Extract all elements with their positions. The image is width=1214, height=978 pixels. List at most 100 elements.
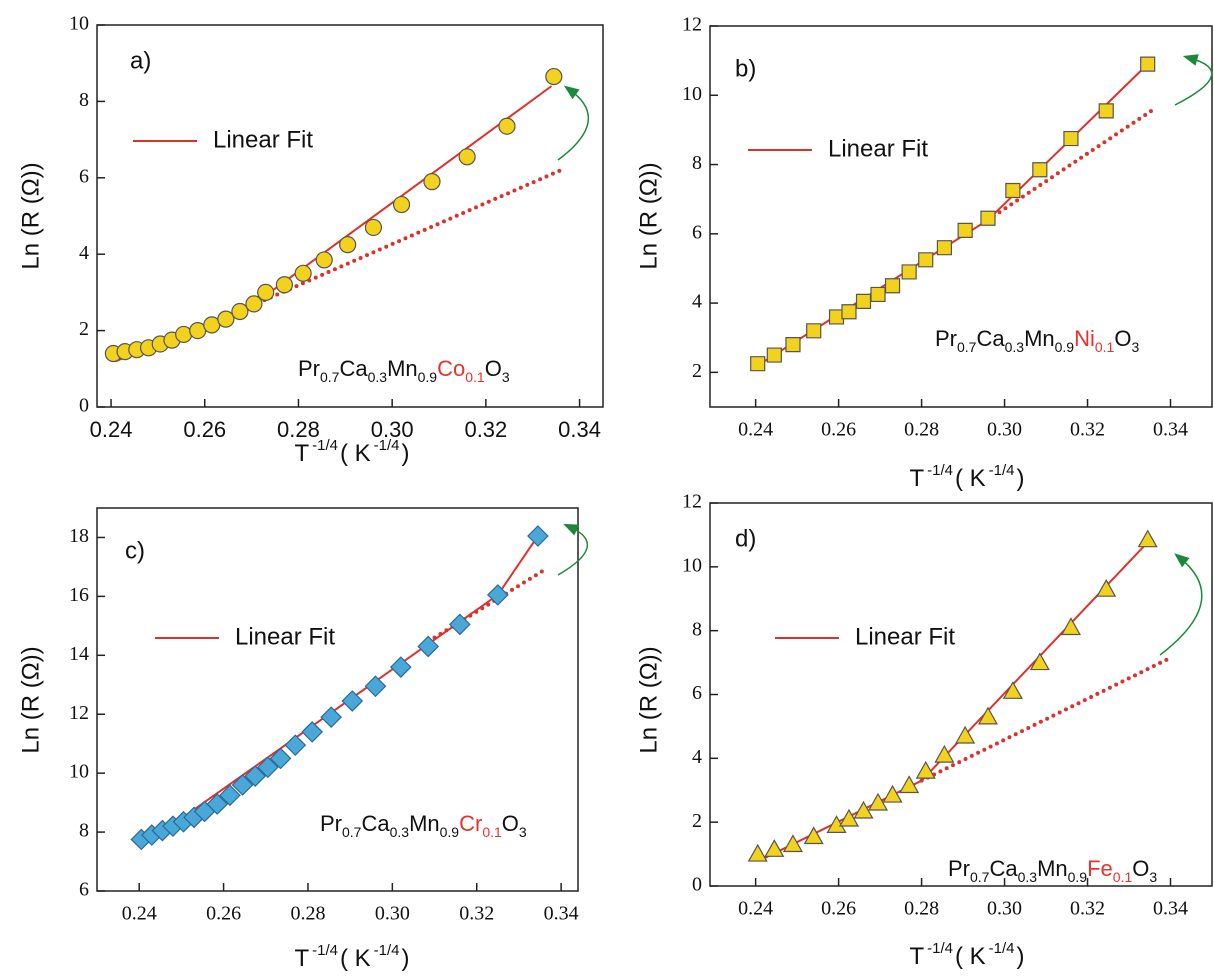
formula-sub: 0.3 [390,824,410,840]
formula: Pr0.7Ca0.3Mn0.9Ni0.1O3 [935,326,1139,355]
x-tick-label: 0.34 [1153,898,1188,920]
data-point [1137,529,1158,548]
x-axis-label: T -1/4( K -1/4) [294,437,409,467]
formula-part: Pr [320,811,342,836]
data-point [392,196,411,214]
data-point [545,68,563,86]
x-tick-label: 0.28 [904,419,939,441]
data-point [955,725,976,744]
x-label-part: ( K [340,440,371,467]
data-point [764,839,785,857]
data-point [423,173,441,191]
annotation-arrow [557,85,590,161]
y-tick-label: 6 [79,165,89,187]
y-tick-label: 2 [692,810,702,832]
data-point [389,656,412,678]
formula-part: O [502,811,519,836]
y-tick-label: 8 [692,618,702,640]
x-axis-label: T -1/4( K -1/4) [909,462,1024,492]
x-tick-label: 0.28 [277,417,320,442]
x-label-sup: -1/4 [927,462,953,479]
data-point [231,302,249,321]
x-tick-label: 0.24 [738,898,773,920]
data-point [855,293,872,309]
panel-label: b) [735,55,756,82]
y-tick-label: 8 [79,89,89,111]
data-point [853,800,874,819]
y-tick-label: 8 [692,152,702,174]
x-label-part: T [294,440,309,467]
x-tick-label: 0.28 [904,898,939,920]
fit-line [140,535,539,848]
y-tick-label: 0 [79,395,89,417]
x-tick-label: 0.30 [987,419,1022,441]
data-point [244,765,267,787]
formula-sub: 0.3 [1018,869,1038,885]
data-point [206,793,229,815]
data-point [1063,130,1079,147]
x-label-sup: -1/4 [989,940,1015,957]
plot-frame [96,24,604,408]
x-label-sup: -1/4 [374,942,400,959]
x-label-part: ) [1017,943,1025,970]
y-tick-label: 2 [692,360,702,382]
data-point [257,756,279,779]
formula-part: Ni [1074,326,1095,351]
y-tick-label: 14 [69,643,89,665]
formula-part: Mn [409,811,440,836]
data-point [957,222,973,238]
data-point [1098,103,1114,119]
data-point [1140,56,1156,72]
data-point [1029,652,1050,671]
formula-sub: 0.7 [957,339,977,355]
data-point [341,690,364,712]
x-label-sup: -1/4 [312,437,338,454]
formula-sub: 0.1 [465,369,485,385]
formula-sub: 0.1 [1113,869,1133,885]
x-tick-label: 0.26 [183,417,226,442]
formula-part: O [1114,326,1131,351]
y-axis-label: Ln (R (Ω)) [17,646,44,753]
data-point [980,210,996,226]
data-point [417,635,440,658]
data-point [766,347,782,363]
annotation-arrow [1159,553,1203,656]
formula-sub: 0.1 [1095,339,1115,355]
fit-line [115,85,553,363]
x-tick-label: 0.32 [1070,419,1105,441]
legend-label: Linear Fit [828,135,928,162]
x-tick-label: 0.34 [544,903,579,925]
x-tick-label: 0.26 [821,898,856,920]
data-point [1032,162,1048,178]
x-label-sup: -1/4 [374,437,400,454]
data-point [486,584,509,606]
dotted-line [919,655,1173,783]
data-point [275,276,294,294]
data-point [527,525,549,547]
y-axis-label: Ln (R (Ω)) [635,646,662,753]
data-point [750,356,766,372]
y-tick-label: 18 [69,525,89,547]
x-label-sup: -1/4 [989,462,1015,479]
formula-sub: 3 [519,824,527,840]
y-tick-label: 4 [692,746,702,768]
x-tick-label: 0.30 [375,903,410,925]
annotation-arrow [1174,54,1213,106]
x-label-part: T [909,465,924,492]
formula-sub: 0.7 [342,824,362,840]
data-point [294,264,312,282]
x-axis-label: T -1/4( K -1/4) [294,942,409,972]
formula-part: Mn [1024,326,1055,351]
x-tick-label: 0.26 [821,419,856,441]
x-label-part: ) [402,440,410,467]
formula-part: Pr [935,326,957,351]
formula: Pr0.7Ca0.3Mn0.9Cr0.1O3 [320,811,527,840]
dotted-line [249,168,563,308]
formula-sub: 0.9 [418,369,438,385]
legend-label: Linear Fit [235,623,335,650]
formula-part: Mn [387,356,418,381]
data-point [458,148,476,166]
formula-part: Mn [1037,856,1068,881]
data-point [1096,578,1117,597]
